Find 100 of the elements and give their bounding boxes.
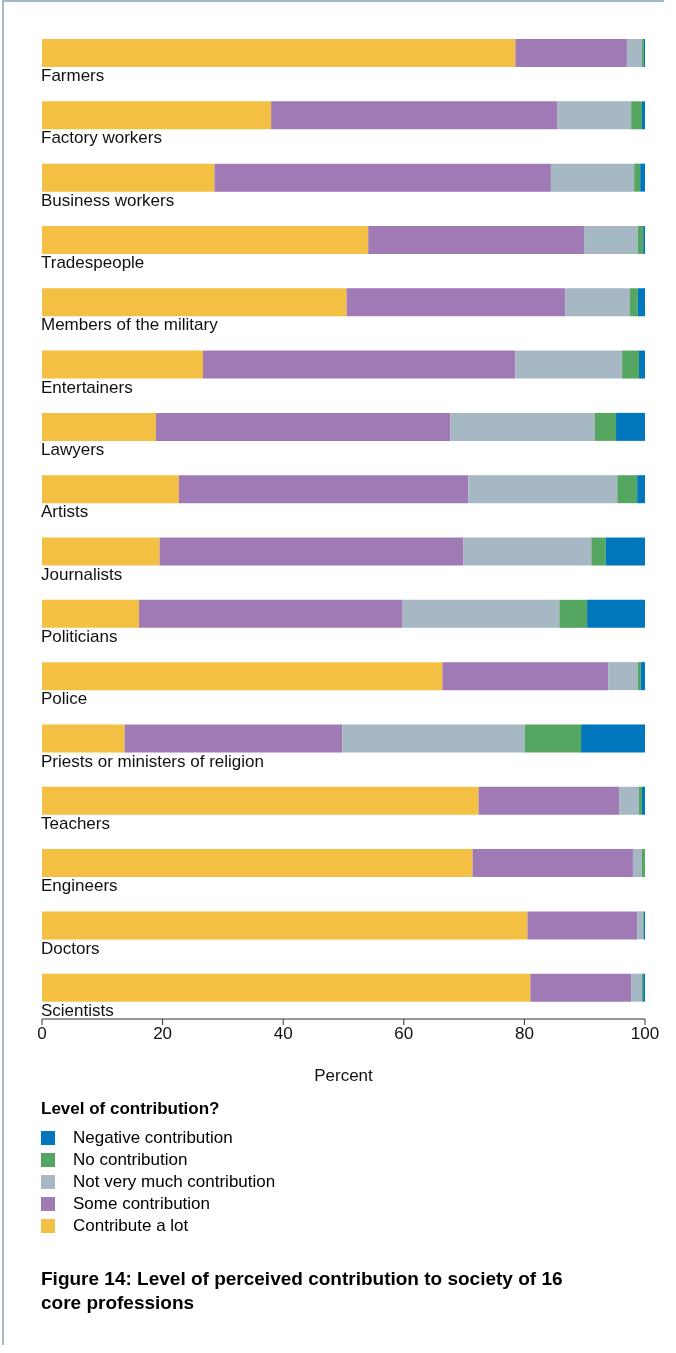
bar bbox=[42, 724, 125, 753]
bar bbox=[637, 475, 645, 504]
bar bbox=[450, 412, 595, 441]
bar bbox=[42, 412, 156, 441]
bar bbox=[42, 786, 479, 815]
bar bbox=[634, 163, 641, 192]
bar bbox=[617, 475, 638, 504]
y-tick-label: Lawyers bbox=[41, 440, 105, 460]
y-tick-label: Factory workers bbox=[41, 128, 162, 148]
bar bbox=[42, 537, 160, 566]
bar bbox=[42, 911, 528, 940]
bar bbox=[527, 911, 638, 940]
bar bbox=[608, 662, 638, 691]
bar bbox=[214, 163, 551, 192]
bar bbox=[640, 662, 645, 691]
x-tick-label: 100 bbox=[630, 1024, 660, 1044]
y-tick-label: Scientists bbox=[41, 1000, 114, 1020]
x-tick-label: 20 bbox=[153, 1024, 173, 1044]
bar bbox=[629, 288, 638, 317]
y-tick-label: Engineers bbox=[41, 876, 118, 896]
bar bbox=[42, 973, 531, 1002]
bar bbox=[637, 225, 644, 254]
bar bbox=[203, 350, 516, 379]
bar bbox=[42, 350, 203, 379]
bar bbox=[139, 599, 403, 628]
y-tick-label: Members of the military bbox=[41, 315, 219, 335]
bar bbox=[616, 412, 645, 441]
bar bbox=[42, 662, 443, 691]
y-tick-label: Priests or ministers of religion bbox=[41, 751, 264, 771]
y-tick-label: Artists bbox=[41, 502, 89, 522]
bar bbox=[271, 101, 558, 130]
bar bbox=[637, 911, 644, 940]
legend-label: Not very much contribution bbox=[73, 1172, 276, 1192]
bar bbox=[525, 724, 582, 753]
y-tick-label: Teachers bbox=[41, 813, 110, 833]
bar bbox=[463, 537, 592, 566]
bar bbox=[587, 599, 645, 628]
bar bbox=[605, 537, 645, 566]
bar bbox=[342, 724, 525, 753]
bar bbox=[42, 225, 369, 254]
y-tick-label: Politicians bbox=[41, 626, 118, 646]
legend-label: Contribute a lot bbox=[73, 1216, 189, 1236]
x-tick-label: 0 bbox=[37, 1024, 47, 1044]
bar bbox=[515, 39, 627, 67]
bar bbox=[178, 475, 469, 504]
bar bbox=[42, 849, 473, 878]
bar bbox=[594, 412, 617, 441]
bar bbox=[550, 163, 635, 192]
bar bbox=[584, 225, 638, 254]
y-tick-label: Tradespeople bbox=[41, 253, 145, 273]
bar bbox=[619, 786, 639, 815]
bar bbox=[472, 849, 633, 878]
bar bbox=[468, 475, 618, 504]
bar bbox=[42, 599, 140, 628]
x-tick-label: 80 bbox=[514, 1024, 534, 1044]
bar bbox=[42, 101, 272, 130]
bar bbox=[42, 288, 347, 317]
bar bbox=[631, 101, 642, 130]
bar bbox=[641, 101, 645, 130]
y-tick-label: Farmers bbox=[41, 66, 105, 86]
bar bbox=[42, 39, 516, 67]
bar bbox=[124, 724, 343, 753]
bar bbox=[557, 101, 632, 130]
x-tick-label: 60 bbox=[394, 1024, 414, 1044]
bar bbox=[559, 599, 588, 628]
bar bbox=[632, 849, 642, 878]
bar bbox=[159, 537, 464, 566]
bar bbox=[581, 724, 645, 753]
x-tick-label: 40 bbox=[273, 1024, 293, 1044]
bar bbox=[638, 786, 642, 815]
y-tick-label: Business workers bbox=[41, 190, 175, 210]
bar bbox=[631, 973, 642, 1002]
legend-label: No contribution bbox=[73, 1150, 188, 1170]
bar bbox=[478, 786, 620, 815]
bar bbox=[368, 225, 585, 254]
bar bbox=[626, 39, 642, 67]
y-tick-label: Doctors bbox=[41, 938, 100, 958]
y-tick-label: Entertainers bbox=[41, 377, 133, 397]
bar bbox=[530, 973, 632, 1002]
bar bbox=[622, 350, 639, 379]
y-tick-label: Journalists bbox=[41, 564, 123, 584]
bar bbox=[346, 288, 566, 317]
bar bbox=[42, 475, 179, 504]
bar bbox=[402, 599, 560, 628]
bar bbox=[155, 412, 451, 441]
bar bbox=[565, 288, 630, 317]
legend-label: Some contribution bbox=[73, 1194, 211, 1214]
bar bbox=[42, 163, 215, 192]
bar bbox=[640, 163, 645, 192]
bar bbox=[591, 537, 606, 566]
bar bbox=[638, 350, 645, 379]
bar bbox=[637, 288, 645, 317]
legend-label: Negative contribution bbox=[73, 1128, 233, 1148]
bar bbox=[515, 350, 623, 379]
y-tick-label: Police bbox=[41, 689, 88, 709]
bar bbox=[442, 662, 609, 691]
legend-title: Level of contribution? bbox=[41, 1099, 221, 1119]
x-axis-title: Percent bbox=[314, 1066, 374, 1085]
bar bbox=[637, 662, 641, 691]
text: Figure 14: Level of perceived contribution to society of 16 core professions bbox=[41, 1267, 564, 1315]
